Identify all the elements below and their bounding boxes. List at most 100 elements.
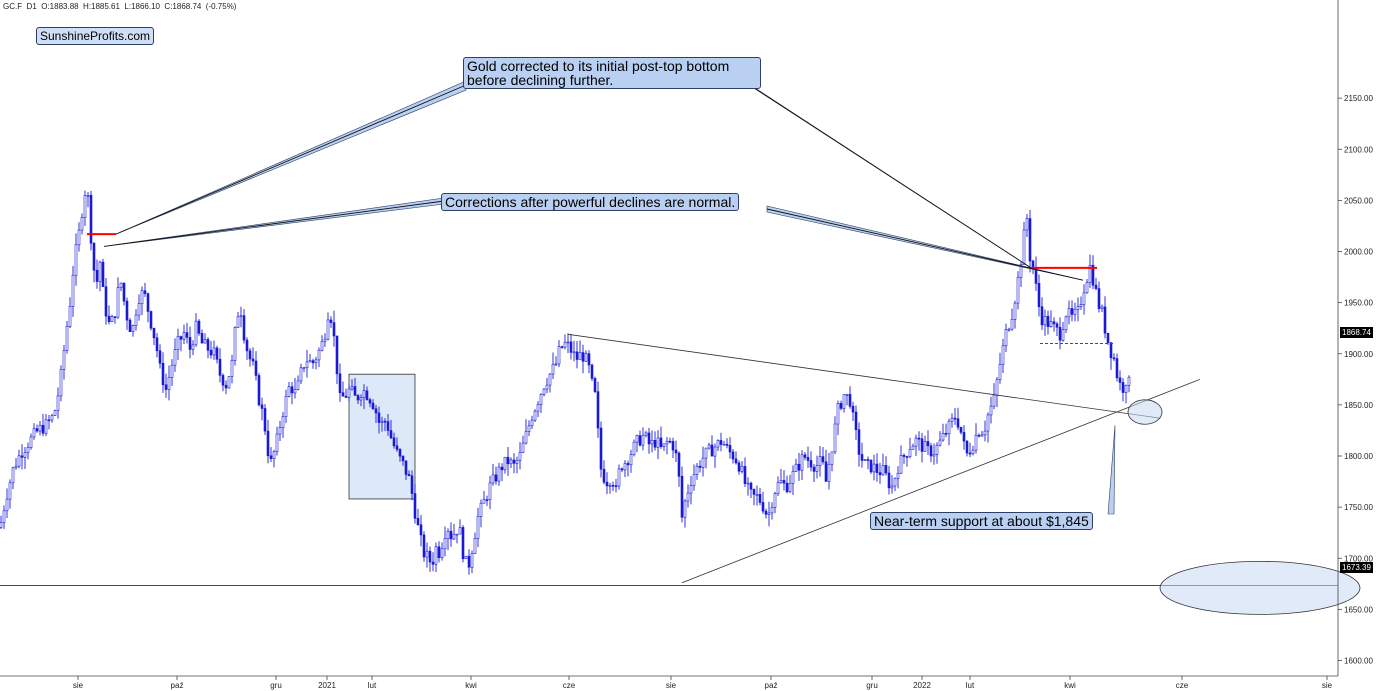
candle-body — [386, 421, 390, 431]
candle-body — [977, 434, 981, 437]
candle-body — [728, 445, 732, 453]
candle-body — [416, 518, 420, 525]
candle-body — [128, 319, 132, 332]
candle-body — [857, 429, 861, 455]
candle-body — [215, 347, 219, 360]
candle-body — [812, 466, 816, 472]
candle-body — [1058, 326, 1062, 341]
x-tick-label-12: kwi — [1064, 681, 1076, 690]
candle-body — [737, 462, 741, 472]
candle-body — [1100, 306, 1104, 309]
candle-body — [191, 344, 195, 350]
candle-body — [257, 375, 261, 406]
candle-body — [29, 436, 33, 448]
candle-body — [1025, 218, 1029, 231]
candle-body — [1109, 342, 1113, 359]
candle-body — [287, 386, 291, 397]
candle-body — [1124, 384, 1128, 393]
candle-body — [533, 410, 537, 421]
candle-body — [380, 420, 384, 423]
candle-body — [50, 415, 54, 421]
candle-body — [617, 468, 621, 487]
candle-body — [1028, 218, 1032, 262]
candle-body — [281, 416, 285, 428]
candle-body — [530, 419, 534, 427]
candle-body — [710, 444, 714, 457]
candle-body — [419, 524, 423, 536]
x-tick-label-1: paź — [171, 681, 184, 690]
candle-body — [959, 426, 963, 433]
candle-body — [1004, 329, 1008, 347]
x-tick-label-4: lut — [368, 681, 377, 690]
candle-body — [545, 384, 549, 390]
annotation-top-line-1: Gold corrected to its initial post-top b… — [467, 58, 730, 74]
candle-body — [251, 358, 255, 362]
candle-body — [209, 349, 213, 356]
candle-body — [446, 530, 450, 539]
candle-body — [569, 341, 573, 353]
candle-body — [266, 430, 270, 457]
candle-body — [863, 459, 867, 461]
candle-body — [785, 482, 789, 493]
candle-body — [404, 460, 408, 475]
candle-body — [833, 423, 837, 453]
y-tick-label-0: 1600.00 — [1344, 657, 1373, 666]
y-tick-label-2: 1700.00 — [1344, 554, 1373, 563]
candle-body — [629, 454, 633, 466]
candle-body — [1112, 357, 1116, 360]
candle-body — [599, 427, 603, 470]
x-tick-label-8: paź — [765, 681, 778, 690]
y-tick-label-6: 1900.00 — [1344, 350, 1373, 359]
candle-body — [632, 441, 636, 455]
candle-body — [92, 242, 96, 271]
candle-body — [494, 474, 498, 482]
candle-body — [1103, 306, 1107, 334]
candle-body — [503, 456, 507, 471]
candle-body — [821, 456, 825, 463]
callout-pointer-top-left — [115, 80, 467, 235]
candle-body — [284, 395, 288, 417]
candle-body — [842, 394, 846, 409]
candle-body — [1019, 264, 1023, 278]
candle-body — [638, 435, 642, 446]
candle-body — [461, 527, 465, 560]
candle-body — [245, 339, 249, 352]
candle-body — [125, 300, 129, 321]
candle-body — [1127, 376, 1131, 386]
y-tick-label-3: 1750.00 — [1344, 503, 1373, 512]
candle-body — [572, 351, 576, 354]
candle-body — [854, 411, 858, 431]
candle-body — [923, 441, 927, 452]
candle-body — [23, 452, 27, 458]
candle-body — [1073, 309, 1077, 315]
candle-body — [44, 419, 48, 434]
candle-body — [899, 454, 903, 474]
candle-body — [254, 360, 258, 376]
candle-body — [35, 428, 39, 432]
candle-body — [158, 350, 162, 364]
candle-body — [986, 414, 990, 432]
candle-body — [272, 451, 276, 459]
candle-body — [425, 550, 429, 558]
annotation-top: Gold corrected to its initial post-top b… — [463, 57, 761, 89]
candle-body — [395, 445, 399, 450]
candle-body — [881, 465, 885, 476]
candle-body — [344, 395, 348, 398]
candle-body — [1118, 377, 1122, 383]
candle-body — [164, 384, 168, 390]
candle-body — [233, 327, 237, 361]
candle-body — [665, 440, 669, 445]
candle-body — [824, 461, 828, 482]
candle-body — [362, 390, 366, 398]
annotation-mid: Corrections after powerful declines are … — [441, 193, 740, 211]
candle-body — [683, 500, 687, 518]
highlight-box — [348, 373, 416, 500]
x-tick-label-0: sie — [73, 681, 84, 690]
candle-body — [218, 358, 222, 376]
candle-body — [791, 471, 795, 484]
candle-body — [947, 420, 951, 435]
candle-body — [827, 463, 831, 482]
candle-body — [905, 456, 909, 458]
candle-body — [155, 337, 159, 352]
